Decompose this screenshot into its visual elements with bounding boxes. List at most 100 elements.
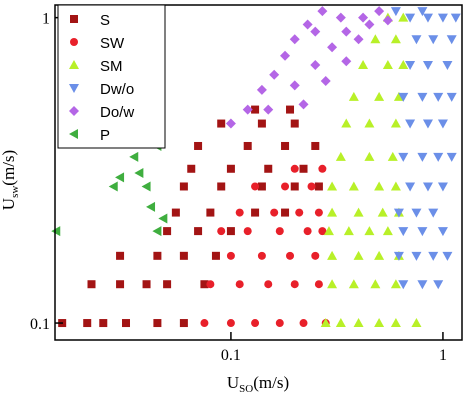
x-axis-label: USO(m/s) (227, 373, 289, 395)
legend-label: SM (100, 58, 123, 75)
point (446, 152, 457, 162)
legend-marker (69, 84, 79, 93)
point (290, 182, 299, 191)
point (446, 35, 457, 45)
point (251, 319, 260, 328)
point (390, 279, 401, 289)
point (411, 35, 422, 45)
point (390, 34, 401, 44)
point (235, 208, 244, 217)
legend-marker (70, 15, 78, 23)
point (243, 141, 252, 150)
point (251, 105, 260, 114)
point (341, 26, 352, 37)
point (217, 119, 226, 128)
point (417, 280, 428, 290)
point (335, 151, 346, 161)
point (374, 181, 385, 191)
point (310, 59, 321, 70)
point (358, 12, 369, 23)
point (417, 152, 428, 162)
point (327, 181, 338, 191)
point (194, 141, 203, 150)
point (405, 13, 416, 23)
point (257, 251, 266, 260)
point (390, 118, 401, 128)
point (146, 201, 156, 212)
point (152, 226, 162, 237)
point (289, 80, 300, 91)
point (302, 19, 313, 30)
point (171, 208, 180, 217)
point (298, 99, 309, 110)
point (200, 280, 209, 289)
y-tick-label: 1 (42, 11, 50, 28)
point (411, 251, 422, 261)
point (242, 104, 253, 115)
point (374, 250, 385, 260)
point (377, 207, 388, 217)
point (390, 318, 401, 328)
point (217, 227, 226, 236)
point (314, 280, 323, 289)
point (320, 318, 331, 328)
point (217, 182, 226, 191)
point (437, 13, 448, 23)
point (179, 319, 188, 328)
point (422, 182, 433, 192)
point (122, 319, 131, 328)
point (374, 318, 385, 328)
point (153, 251, 162, 260)
y-axis-label: Usw(m/s) (0, 150, 21, 210)
point (318, 164, 327, 173)
point (211, 251, 220, 260)
point (129, 151, 139, 162)
point (290, 164, 299, 173)
point (318, 227, 327, 236)
y-tick-label: 0.1 (30, 316, 50, 333)
point (428, 251, 439, 261)
point (281, 182, 290, 191)
y-label-unit: (m/s) (0, 150, 18, 186)
point (323, 226, 334, 236)
point (153, 319, 162, 328)
point (382, 15, 393, 26)
point (303, 227, 312, 236)
point (398, 92, 409, 102)
point (116, 251, 125, 260)
point (390, 7, 401, 17)
point (281, 141, 290, 150)
point (226, 319, 235, 328)
point (405, 182, 416, 192)
point (99, 319, 108, 328)
point (320, 76, 331, 87)
point (341, 118, 352, 128)
point (370, 34, 381, 44)
point (428, 208, 439, 218)
point (341, 56, 352, 67)
legend-label: Do/w (100, 104, 134, 121)
point (87, 280, 96, 289)
point (226, 251, 235, 260)
point (405, 60, 416, 70)
point (422, 119, 433, 129)
point (348, 181, 359, 191)
point (398, 152, 409, 162)
legend-marker (69, 129, 78, 139)
y-label-main: U (0, 198, 18, 210)
point (437, 227, 448, 237)
point (393, 251, 404, 261)
point (348, 279, 359, 289)
point (263, 104, 274, 115)
point (417, 227, 428, 237)
point (299, 319, 308, 328)
point (226, 227, 235, 236)
point (353, 207, 364, 217)
point (264, 164, 273, 173)
point (374, 91, 385, 101)
point (141, 181, 151, 192)
point (311, 251, 320, 260)
point (405, 119, 416, 129)
point (327, 250, 338, 260)
